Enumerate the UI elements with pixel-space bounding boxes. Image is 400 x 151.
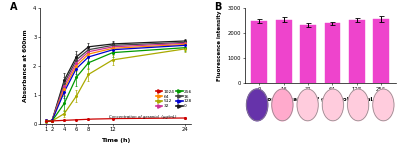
Circle shape xyxy=(348,89,369,121)
Text: B: B xyxy=(214,2,222,11)
Text: Concentration of geraniol  (μg/mL): Concentration of geraniol (μg/mL) xyxy=(109,115,177,119)
Circle shape xyxy=(246,89,268,121)
Y-axis label: Fluorescence intensity: Fluorescence intensity xyxy=(217,10,222,81)
Circle shape xyxy=(272,89,293,121)
Text: A: A xyxy=(10,2,17,12)
Circle shape xyxy=(373,89,394,121)
X-axis label: Concentration of geraniol (μg/mL): Concentration of geraniol (μg/mL) xyxy=(263,97,377,102)
Bar xyxy=(251,21,267,83)
Bar xyxy=(349,20,365,83)
Legend: 1024, 64, 512, 32, 256, 16, 128, 0: 1024, 64, 512, 32, 256, 16, 128, 0 xyxy=(154,88,194,110)
Bar xyxy=(300,25,316,83)
Bar xyxy=(276,20,292,83)
Y-axis label: Absorbance at 600nm: Absorbance at 600nm xyxy=(22,29,28,102)
Circle shape xyxy=(297,89,318,121)
Circle shape xyxy=(322,89,344,121)
X-axis label: Time (h): Time (h) xyxy=(101,138,130,143)
Bar xyxy=(373,19,389,83)
Bar xyxy=(324,23,340,83)
